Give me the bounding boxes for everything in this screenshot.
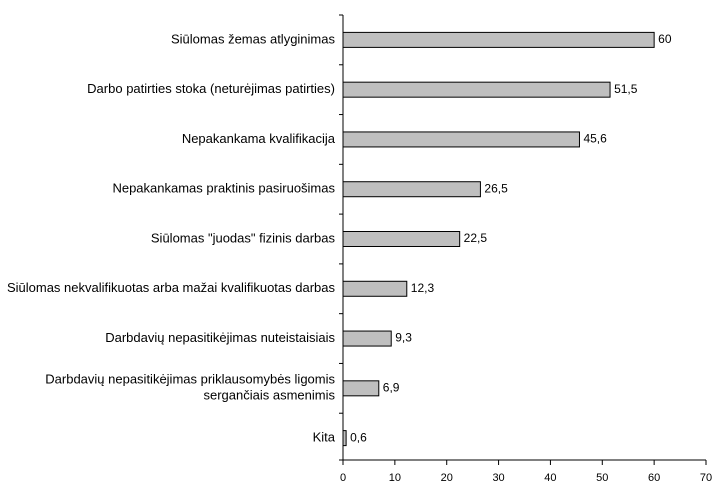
- value-label: 12,3: [411, 281, 435, 295]
- value-label: 60: [658, 32, 672, 46]
- category-label: Siūlomas "juodas" fizinis darbas: [151, 230, 336, 245]
- category-label: Siūlomas žemas atlyginimas: [171, 31, 336, 46]
- x-tick-label: 70: [700, 472, 712, 484]
- bar: [342, 231, 461, 247]
- x-tick-label: 50: [596, 472, 608, 484]
- bar: [342, 430, 347, 447]
- x-tick-label: 20: [441, 472, 453, 484]
- bar: [342, 380, 380, 397]
- x-tick-label: 10: [389, 472, 401, 484]
- bar: [342, 330, 392, 347]
- category-label: Nepakankama kvalifikacija: [182, 131, 336, 146]
- category-label: Darbo patirties stoka (neturėjimas patir…: [87, 81, 335, 96]
- x-tick-label: 40: [544, 472, 556, 484]
- bar: [342, 131, 580, 148]
- value-label: 51,5: [614, 82, 638, 96]
- value-label: 22,5: [464, 231, 488, 245]
- category-label: Nepakankamas praktinis pasiruošimas: [112, 181, 335, 196]
- x-tick-label: 30: [492, 472, 504, 484]
- value-label: 26,5: [484, 181, 508, 195]
- category-label: Darbdavių nepasitikėjimas nuteistaisiais: [105, 330, 335, 345]
- category-label: Darbdavių nepasitikėjimas priklausomybės…: [45, 372, 335, 403]
- value-label: 0,6: [350, 430, 367, 444]
- x-tick-label: 0: [340, 472, 346, 484]
- bar: [342, 181, 481, 198]
- x-tick-label: 60: [648, 472, 660, 484]
- value-label: 9,3: [395, 331, 412, 345]
- value-label: 6,9: [383, 381, 400, 395]
- category-label: Kita: [313, 430, 336, 445]
- bar: [342, 31, 655, 48]
- bar: [342, 280, 408, 297]
- value-label: 45,6: [583, 132, 607, 146]
- bar: [342, 81, 611, 98]
- category-label: Siūlomas nekvalifikuotas arba mažai kval…: [7, 280, 336, 295]
